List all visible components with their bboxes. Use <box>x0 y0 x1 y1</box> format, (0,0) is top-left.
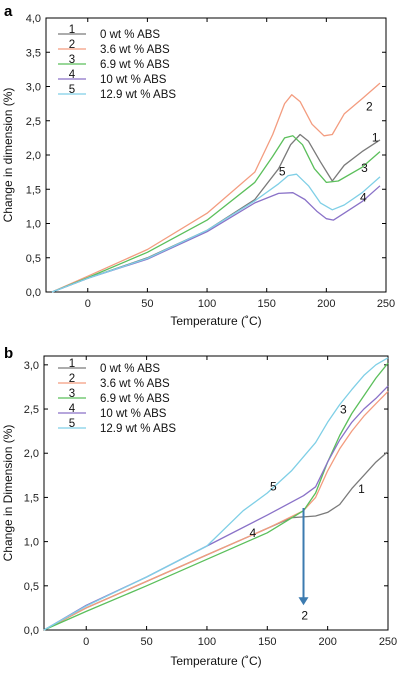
y-tick-label: 0,5 <box>26 253 41 265</box>
x-tick-label: 50 <box>140 636 152 648</box>
curve-label-1: 1 <box>372 130 379 144</box>
curve-label-5: 5 <box>270 479 277 493</box>
legend-number: 5 <box>69 418 75 430</box>
curve-label-3: 3 <box>361 161 368 175</box>
legend-number: 2 <box>69 373 75 385</box>
x-tick-label: 100 <box>198 636 216 648</box>
legend-number: 5 <box>69 84 75 96</box>
chart-panel-b: 0 50 100 150 200 250 0,0 0,5 1,0 1,5 2,0 2,5 3,0 Temp… <box>1 345 397 668</box>
y-axis-label: Change in dimension (%) <box>1 88 15 223</box>
legend-number: 1 <box>69 358 75 370</box>
legend-number: 2 <box>69 39 75 51</box>
x-tick-label: 100 <box>198 298 216 310</box>
y-tick-label: 2,0 <box>26 150 41 162</box>
legend-entry: 0 wt % ABS <box>100 29 160 41</box>
legend-entry: 10 wt % ABS <box>100 408 167 420</box>
x-tick-label: 0 <box>85 298 91 310</box>
arrow-head <box>298 597 309 606</box>
y-tick-label: 1,5 <box>24 492 39 504</box>
curve-label-2: 2 <box>301 608 308 622</box>
plot-frame <box>43 355 389 631</box>
y-tick-label: 1,0 <box>26 219 41 231</box>
series-line-5 <box>51 173 381 293</box>
legend-entry: 3.6 wt % ABS <box>100 44 170 56</box>
legend-number: 3 <box>69 54 75 66</box>
series-line-3 <box>43 362 389 631</box>
y-tick-label: 2,5 <box>26 116 41 128</box>
y-tick-label: 2,5 <box>24 404 39 416</box>
x-axis-label: Temperature (˚C) <box>170 314 261 328</box>
y-tick-label: 3,5 <box>26 47 41 59</box>
x-tick-label: 50 <box>141 298 153 310</box>
chart-panel-a: 0 50 100 150 200 250 0,0 0,5 1,0 1,5 2,0 2,5 3,0 3,5 4… <box>1 3 395 328</box>
series-line-4 <box>43 385 389 631</box>
y-tick-label: 2,0 <box>24 448 39 460</box>
y-tick-label: 3,0 <box>26 82 41 94</box>
legend-number: 1 <box>69 24 75 36</box>
y-tick-label: 3,0 <box>24 360 39 372</box>
series-line-4 <box>51 185 381 293</box>
y-tick-label: 0,0 <box>24 625 39 637</box>
panel-label: b <box>4 345 13 362</box>
legend-entry: 12.9 wt % ABS <box>100 89 176 101</box>
series-line-2 <box>43 390 389 631</box>
legend-entry: 3.6 wt % ABS <box>100 378 170 390</box>
plot-frame <box>45 17 387 293</box>
x-axis-label: Temperature (˚C) <box>170 654 261 668</box>
y-tick-label: 1,5 <box>26 184 41 196</box>
legend-entry: 6.9 wt % ABS <box>100 393 170 405</box>
curve-label-4: 4 <box>249 526 256 540</box>
y-tick-label: 0,5 <box>24 581 39 593</box>
y-tick-label: 0,0 <box>26 287 41 299</box>
series-line-3 <box>51 135 381 293</box>
legend-entry: 12.9 wt % ABS <box>100 423 176 435</box>
x-tick-label: 150 <box>258 298 276 310</box>
curve-label-1: 1 <box>358 482 365 496</box>
curve-label-3: 3 <box>340 402 347 416</box>
curve-label-5: 5 <box>279 165 286 179</box>
x-tick-label: 200 <box>317 298 335 310</box>
x-tick-label: 150 <box>258 636 276 648</box>
panel-label: a <box>4 3 13 20</box>
legend-number: 4 <box>69 403 76 415</box>
curve-label-2: 2 <box>366 99 373 113</box>
y-tick-label: 1,0 <box>24 537 39 549</box>
legend-entry: 0 wt % ABS <box>100 363 160 375</box>
legend-number: 3 <box>69 388 75 400</box>
x-tick-label: 200 <box>318 636 336 648</box>
legend-number: 4 <box>69 69 76 81</box>
legend-entry: 6.9 wt % ABS <box>100 59 170 71</box>
curve-label-4: 4 <box>360 191 367 205</box>
x-tick-label: 250 <box>379 636 397 648</box>
series-line-5 <box>43 357 389 631</box>
legend-entry: 10 wt % ABS <box>100 74 167 86</box>
series-line-2 <box>51 82 381 293</box>
y-tick-label: 4,0 <box>26 13 41 25</box>
x-tick-label: 0 <box>83 636 89 648</box>
y-axis-label: Change in Dimension (%) <box>1 425 15 562</box>
x-tick-label: 250 <box>377 298 395 310</box>
